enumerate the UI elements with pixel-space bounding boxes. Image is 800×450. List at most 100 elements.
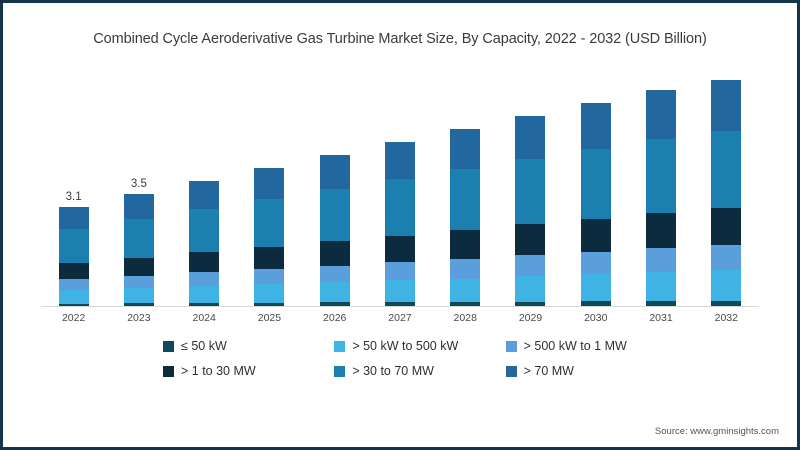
bar-segment — [384, 262, 415, 281]
bar-segment — [450, 301, 481, 307]
bar-segment — [515, 224, 546, 256]
bar-value-label: 3.5 — [130, 177, 147, 190]
bar-segment — [319, 240, 350, 266]
bar-segment — [515, 158, 546, 225]
x-axis-tick-2028: 2028 — [453, 312, 477, 324]
bar-segment — [384, 302, 415, 307]
bar-column-2032[interactable] — [694, 61, 759, 307]
bar-segment — [646, 90, 677, 139]
bar-segment — [189, 180, 220, 209]
bar-column-2029[interactable] — [498, 61, 563, 307]
bar-segment — [450, 278, 481, 302]
bar-segment — [189, 303, 220, 307]
bar-segment — [123, 303, 154, 307]
bar-segment — [319, 282, 350, 303]
legend-swatch-icon — [505, 365, 517, 377]
legend-item-1[interactable]: > 50 kW to 500 kW — [334, 339, 505, 353]
bar-segment — [711, 130, 742, 209]
bar-segment — [515, 276, 546, 302]
bar-segment — [254, 167, 285, 199]
bar-segment — [646, 248, 677, 273]
legend-swatch-icon — [505, 340, 517, 352]
stacked-bar[interactable] — [646, 90, 677, 307]
bar-segment — [646, 138, 677, 214]
bar-segment — [711, 208, 742, 246]
legend-item-2[interactable]: > 500 kW to 1 MW — [505, 339, 677, 353]
legend-label: > 1 to 30 MW — [181, 364, 256, 378]
bar-segment — [189, 252, 220, 273]
bar-segment — [515, 116, 546, 159]
x-axis: 2022 2023 2024 2025 2026 2027 2028 2029 2030 2031… — [41, 307, 759, 329]
stacked-bar[interactable] — [384, 141, 415, 307]
bar-value-label: 3.1 — [65, 190, 82, 203]
bar-column-2030[interactable] — [563, 61, 628, 307]
bar-segment — [189, 208, 220, 252]
stacked-bar[interactable] — [58, 206, 89, 307]
bar-segment — [515, 255, 546, 277]
plot-area: 3.1 3.5 2022 2023 2024 2025 2026 2027 2028 2029 2… — [41, 61, 759, 329]
bar-segment — [123, 193, 154, 219]
bar-segment — [450, 230, 481, 259]
bar-segment — [123, 219, 154, 258]
bar-segment — [384, 141, 415, 180]
bar-segment — [189, 286, 220, 304]
bar-segment — [319, 265, 350, 283]
stacked-bar[interactable] — [450, 129, 481, 307]
bar-segment — [580, 103, 611, 149]
legend-item-5[interactable]: > 70 MW — [505, 364, 677, 378]
legend-item-4[interactable]: > 30 to 70 MW — [334, 364, 505, 378]
bar-segment — [123, 288, 154, 304]
bar-segment — [319, 154, 350, 189]
bar-column-2023[interactable]: 3.5 — [106, 61, 171, 307]
legend-item-3[interactable]: > 1 to 30 MW — [163, 364, 334, 378]
bar-column-2027[interactable] — [367, 61, 432, 307]
bar-segment — [319, 302, 350, 307]
legend-swatch-icon — [163, 365, 174, 377]
x-axis-tick-2024: 2024 — [192, 312, 216, 324]
legend-swatch-icon — [334, 365, 346, 377]
stacked-bar[interactable] — [711, 80, 742, 307]
x-axis-tick-2027: 2027 — [388, 312, 412, 324]
legend-swatch-icon — [334, 340, 346, 352]
legend-label: > 500 kW to 1 MW — [523, 339, 627, 353]
bar-segment — [123, 257, 154, 276]
bar-segment — [384, 235, 415, 263]
bar-segment — [58, 303, 89, 307]
bar-segment — [711, 270, 742, 301]
legend-label: > 30 to 70 MW — [352, 364, 434, 378]
bar-segment — [646, 272, 677, 301]
bar-column-2025[interactable] — [237, 61, 302, 307]
legend-item-0[interactable]: ≤ 50 kW — [163, 339, 334, 353]
bar-segment — [711, 80, 742, 131]
bar-segment — [384, 179, 415, 236]
bar-segment — [189, 272, 220, 287]
chart-canvas: Combined Cycle Aeroderivative Gas Turbin… — [3, 3, 797, 447]
bar-segment — [580, 274, 611, 302]
chart-title: Combined Cycle Aeroderivative Gas Turbin… — [93, 31, 707, 47]
stacked-bar[interactable] — [189, 180, 220, 307]
bar-column-2024[interactable] — [172, 61, 237, 307]
bar-segment — [123, 275, 154, 289]
stacked-bar[interactable] — [254, 167, 285, 307]
stacked-bar[interactable] — [123, 193, 154, 307]
legend-label: > 50 kW to 500 kW — [352, 339, 459, 353]
bar-column-2031[interactable] — [628, 61, 693, 307]
bar-segment — [580, 218, 611, 252]
bar-group: 3.1 3.5 — [41, 61, 759, 307]
bar-segment — [450, 129, 481, 170]
stacked-bar[interactable] — [515, 116, 546, 307]
stacked-bar[interactable] — [319, 154, 350, 307]
x-axis-tick-2026: 2026 — [323, 312, 347, 324]
bar-column-2028[interactable] — [433, 61, 498, 307]
axis-baseline — [41, 306, 759, 307]
bar-segment — [711, 300, 742, 307]
stacked-bar[interactable] — [580, 103, 611, 307]
bar-segment — [580, 251, 611, 275]
bar-segment — [58, 290, 89, 304]
bar-column-2022[interactable]: 3.1 — [41, 61, 106, 307]
x-axis-tick-2032: 2032 — [714, 312, 738, 324]
bar-segment — [254, 269, 285, 285]
bar-segment — [254, 302, 285, 307]
bar-column-2026[interactable] — [302, 61, 367, 307]
